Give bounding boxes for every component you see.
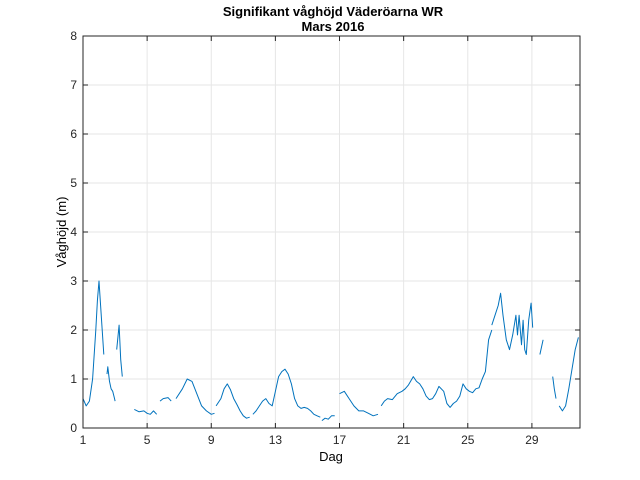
series-line-segment <box>491 292 534 355</box>
x-axis-label: Dag <box>319 449 343 464</box>
x-tick-label: 29 <box>525 433 539 447</box>
series-layer <box>82 280 579 421</box>
x-tick-label: 5 <box>144 433 151 447</box>
chart-title: Signifikant våghöjd Väderöarna WR <box>223 4 444 19</box>
series-line-segment <box>106 366 116 402</box>
y-tick-label: 0 <box>70 421 77 435</box>
x-tick-label: 25 <box>461 433 475 447</box>
y-tick-label: 6 <box>70 127 77 141</box>
series-line-segment <box>175 378 215 415</box>
series-line-segment <box>252 368 321 418</box>
series-line-segment <box>552 376 557 399</box>
y-axis-label: Våghöjd (m) <box>54 197 69 268</box>
series-line-segment <box>134 408 158 415</box>
y-tick-label: 1 <box>70 372 77 386</box>
series-line-segment <box>558 337 579 412</box>
x-tick-label: 9 <box>208 433 215 447</box>
series-line-segment <box>159 397 172 402</box>
x-tick-label: 21 <box>397 433 411 447</box>
series-line-segment <box>339 390 379 417</box>
y-tick-label: 5 <box>70 176 77 190</box>
y-tick-label: 8 <box>70 29 77 43</box>
y-tick-label: 4 <box>70 225 77 239</box>
y-tick-label: 3 <box>70 274 77 288</box>
x-tick-label: 17 <box>333 433 347 447</box>
chart-subtitle: Mars 2016 <box>302 19 365 34</box>
x-tick-label: 13 <box>269 433 283 447</box>
series-line-segment <box>116 324 123 377</box>
x-tick-label: 1 <box>80 433 87 447</box>
series-line-segment <box>215 383 250 419</box>
series-line-segment <box>82 280 105 407</box>
series-line-segment <box>380 329 493 408</box>
y-tick-label: 2 <box>70 323 77 337</box>
y-tick-label: 7 <box>70 78 77 92</box>
series-line-segment <box>321 415 335 421</box>
series-line-segment <box>539 339 544 355</box>
